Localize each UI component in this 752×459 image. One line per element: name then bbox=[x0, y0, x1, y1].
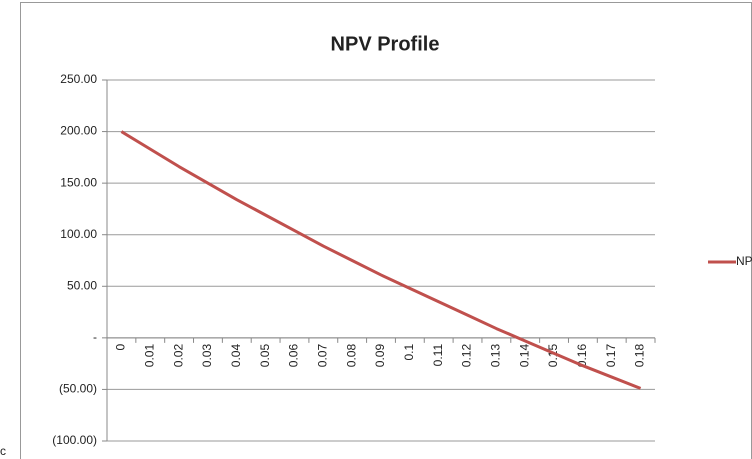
x-tick-label: 0.13 bbox=[489, 344, 503, 368]
legend-label: NPV bbox=[736, 254, 752, 268]
x-tick-label: 0.12 bbox=[460, 344, 474, 368]
x-tick-label: 0.09 bbox=[373, 344, 387, 368]
x-tick-label: 0.06 bbox=[287, 344, 301, 368]
stray-text: c bbox=[0, 444, 6, 458]
line bbox=[120, 130, 642, 390]
x-tick-label: 0.17 bbox=[604, 344, 618, 368]
x-tick-label: 0.08 bbox=[344, 344, 358, 368]
x-tick-label: 0.03 bbox=[200, 344, 214, 368]
y-tick-label: 150.00 bbox=[60, 175, 97, 189]
x-tick-label: 0.05 bbox=[258, 344, 272, 368]
y-tick-label: 200.00 bbox=[60, 124, 97, 138]
x-tick-label: 0.14 bbox=[517, 344, 531, 368]
x-tick-label: 0.16 bbox=[575, 344, 589, 368]
y-tick-label: 250.00 bbox=[60, 72, 97, 86]
chart-frame bbox=[20, 2, 752, 459]
x-tick-label: 0.15 bbox=[546, 344, 560, 368]
x-tick-label: 0.02 bbox=[171, 344, 185, 368]
x-tick-label: 0.18 bbox=[633, 344, 647, 368]
chart-title: NPV Profile bbox=[331, 33, 440, 55]
x-tick-label: 0.01 bbox=[142, 344, 156, 368]
y-tick-label: 50.00 bbox=[67, 278, 97, 292]
y-tick-label: - bbox=[93, 330, 97, 344]
y-tick-label: 100.00 bbox=[60, 227, 97, 241]
x-tick-label: 0 bbox=[114, 344, 128, 351]
y-tick-label: (100.00) bbox=[52, 433, 97, 447]
x-tick-label: 0.1 bbox=[402, 344, 416, 361]
x-tick-label: 0.11 bbox=[431, 344, 445, 367]
y-tick-label: (50.00) bbox=[59, 382, 97, 396]
x-tick-label: 0.07 bbox=[315, 344, 329, 368]
x-tick-label: 0.04 bbox=[229, 344, 243, 368]
